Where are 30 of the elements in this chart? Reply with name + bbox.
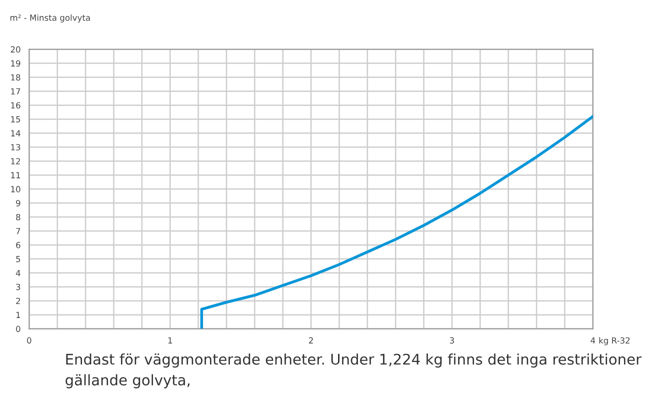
x-tick-label: 1 — [168, 337, 172, 344]
x-tick-label: 0 — [27, 337, 32, 344]
y-tick-label: 12 — [11, 158, 20, 164]
y-tick-label: 6 — [16, 242, 20, 248]
x-tick-label: 2 — [309, 337, 313, 344]
y-tick-label: 19 — [11, 60, 20, 67]
y-tick-label: 3 — [16, 284, 20, 290]
y-tick-label: 18 — [11, 74, 20, 81]
x-tick-label: 3 — [450, 337, 454, 344]
y-tick-label: 4 — [16, 270, 20, 276]
y-tick-label: 13 — [11, 144, 20, 150]
y-tick-label: 5 — [16, 256, 20, 262]
y-tick-label: 14 — [11, 130, 20, 136]
text: Endast för väggmonterade enheter. Under 1,224 kg finns det inga restriktioner gällande golvyta, — [66, 353, 642, 388]
y-tick-label: 8 — [16, 214, 20, 220]
line-series — [200, 115, 593, 329]
y-tick-label: 0 — [16, 326, 20, 332]
y-tick-label: 20 — [10, 46, 20, 53]
y-tick-label: 16 — [11, 102, 20, 108]
y-tick-label: 9 — [16, 200, 20, 206]
x-axis-title: kg R-32 — [599, 337, 630, 346]
y-tick-label: 2 — [16, 298, 20, 304]
y-tick-label: 1 — [16, 312, 20, 318]
x-tick-label: 4 — [590, 337, 596, 344]
y-tick-label: 17 — [11, 88, 20, 94]
y-tick-label: 11 — [11, 172, 20, 178]
y-tick-label: 10 — [11, 186, 20, 192]
y-axis-title: m² - Minsta golvyta — [10, 14, 90, 22]
y-tick-label: 7 — [16, 228, 20, 234]
y-tick-label: 15 — [11, 116, 20, 122]
